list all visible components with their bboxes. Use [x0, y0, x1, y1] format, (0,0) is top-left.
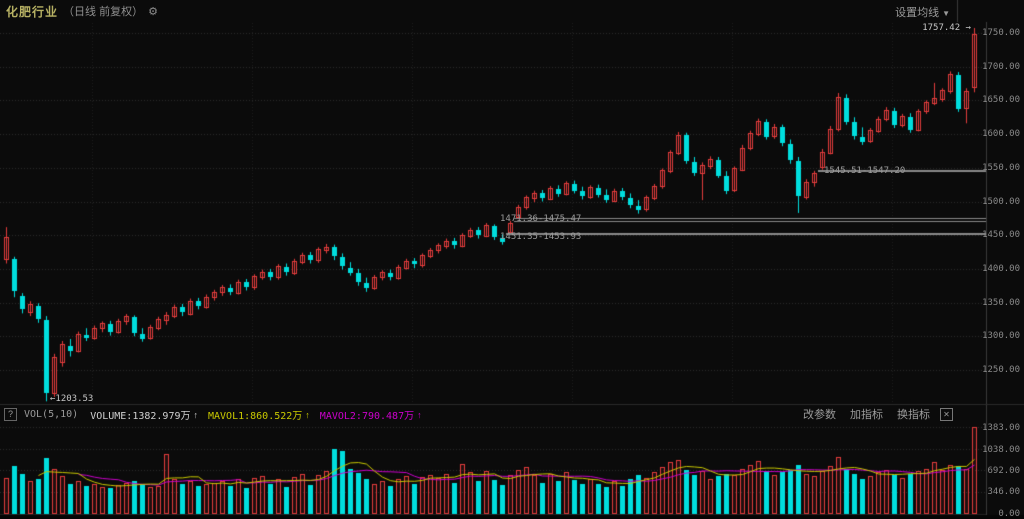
volume-axis-label: 346.00 — [987, 487, 1020, 497]
help-icon[interactable]: ? — [4, 408, 17, 421]
low-price-value: 1203.53 — [55, 394, 94, 404]
price-axis-label: 1700.00 — [982, 61, 1020, 72]
action-add-indicator[interactable]: 加指标 — [850, 409, 883, 421]
volume-axis-label: 1383.00 — [982, 422, 1020, 433]
price-axis-label: 1400.00 — [982, 263, 1020, 274]
gap-label: 1451.35-1453.93 — [500, 232, 582, 242]
high-price-annotation: 1757.42 → — [922, 23, 971, 33]
arrow-left-icon: ← — [50, 394, 56, 404]
mavol2-value: MAVOL2:790.487万 — [319, 411, 415, 422]
ma-settings-button[interactable]: 设置均线 ▼ — [895, 4, 950, 20]
chevron-down-icon: ▼ — [942, 9, 950, 18]
up-arrow-icon: ↑ — [193, 409, 199, 420]
low-price-annotation: ←1203.53 — [50, 394, 93, 404]
volume-axis-label: 0.00 — [998, 509, 1020, 519]
volume-axis-label: 1038.00 — [982, 444, 1020, 455]
price-axis-label: 1600.00 — [982, 129, 1020, 140]
action-switch-indicator[interactable]: 换指标 — [897, 409, 930, 421]
volume-actions: 改参数 加指标 换指标 ✕ — [789, 406, 953, 422]
price-axis-label: 1650.00 — [982, 95, 1020, 106]
price-axis-label: 1250.00 — [982, 365, 1020, 375]
volume-axis-label: 692.00 — [987, 465, 1020, 476]
arrow-right-icon: → — [965, 23, 971, 33]
volume-value: VOLUME:1382.979万 — [90, 411, 191, 422]
indicator-name[interactable]: VOL(5,10) — [24, 409, 79, 420]
gap-label: 1471.36-1475.47 — [500, 214, 582, 224]
gap-label: 1545.51-1547.20 — [824, 166, 906, 176]
price-axis-label: 1300.00 — [982, 331, 1020, 342]
price-axis-label: 1350.00 — [982, 297, 1020, 308]
price-axis-label: 1450.00 — [982, 230, 1020, 241]
up-arrow-icon: ↑ — [305, 409, 310, 420]
ma-settings-label: 设置均线 — [895, 7, 940, 19]
up-arrow-icon: ↑ — [417, 409, 422, 420]
top-header: 化肥行业 （日线 前复权） ⚙ — [0, 0, 1024, 22]
instrument-title: 化肥行业 — [6, 4, 59, 19]
mavol1-value: MAVOL1:860.522万 — [208, 411, 303, 422]
price-axis-label: 1750.00 — [982, 28, 1020, 38]
instrument-subtitle: （日线 前复权） — [63, 6, 144, 18]
volume-header: ? VOL(5,10) VOLUME:1382.979万 ↑ MAVOL1:86… — [0, 405, 820, 424]
close-icon[interactable]: ✕ — [940, 407, 953, 421]
price-axis-label: 1550.00 — [982, 162, 1020, 173]
price-axis-label: 1500.00 — [982, 196, 1020, 207]
settings-gear-icon[interactable]: ⚙ — [148, 5, 158, 18]
action-change-params[interactable]: 改参数 — [803, 409, 836, 421]
high-price-value: 1757.42 — [922, 23, 961, 33]
